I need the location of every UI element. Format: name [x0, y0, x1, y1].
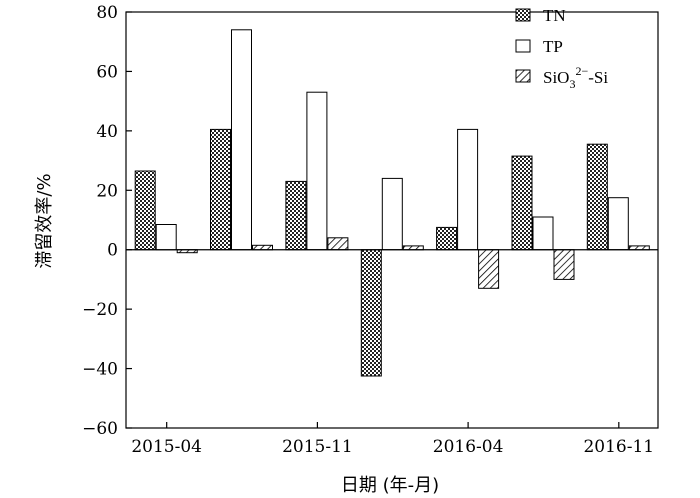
legend-sio3-superscript: 2−	[575, 64, 588, 78]
bar-tn-3	[360, 249, 382, 377]
legend-swatch-tp	[515, 39, 531, 53]
bar-tn-0	[134, 170, 156, 251]
legend-label-tp: TP	[543, 37, 563, 56]
y-tick-label: −60	[82, 419, 118, 439]
bar-sio3-4	[478, 249, 500, 289]
bar-tn-2	[285, 180, 307, 251]
bar-tp-4	[457, 128, 479, 251]
legend-sio3-part-b: -Si	[588, 68, 608, 87]
x-tick-label: 2016-04	[433, 437, 504, 457]
x-tick-label: 2016-11	[583, 437, 654, 457]
y-tick-label: 40	[96, 122, 118, 142]
x-tick-label: 2015-04	[131, 437, 202, 457]
legend-swatch-tn	[515, 8, 531, 22]
y-tick-label: −40	[82, 360, 118, 380]
bar-sio3-2	[327, 237, 349, 251]
bar-tp-5	[532, 216, 554, 251]
plot-frame	[125, 11, 659, 429]
legend-swatch-sio3	[515, 69, 531, 83]
bar-tn-5	[511, 155, 533, 251]
y-tick-label: 80	[96, 3, 118, 23]
legend-sio3-subscript: 3	[569, 77, 575, 91]
y-tick-label: 60	[96, 62, 118, 82]
bar-tp-6	[607, 197, 629, 251]
bar-tp-3	[381, 177, 403, 251]
y-axis-title: 滞留效率/%	[34, 173, 55, 268]
axes	[125, 11, 659, 429]
legend: TN TP SiO32−-Si	[515, 6, 608, 91]
bar-sio3-5	[553, 249, 575, 280]
bar-tp-1	[231, 29, 252, 251]
bar-tp-2	[306, 91, 328, 251]
x-tick-label: 2015-11	[282, 437, 353, 457]
bar-tp-0	[155, 224, 177, 251]
tick-labels: −60 −40 −20 0 20 40 60 80 2015-04 2015-11 2016-04 2…	[82, 3, 654, 457]
bar-tn-4	[436, 226, 458, 251]
bar-tn-6	[586, 143, 608, 251]
y-tick-label: 20	[96, 181, 118, 201]
y-tick-label: −20	[82, 300, 118, 320]
bars-layer	[134, 29, 650, 377]
legend-sio3-part-a: SiO	[543, 68, 569, 87]
bar-tn-1	[210, 128, 231, 251]
legend-label-tn: TN	[543, 6, 566, 25]
x-axis-title: 日期 (年-月)	[341, 475, 439, 496]
y-tick-label: 0	[107, 241, 118, 261]
legend-label-sio3: SiO32−-Si	[543, 64, 608, 91]
